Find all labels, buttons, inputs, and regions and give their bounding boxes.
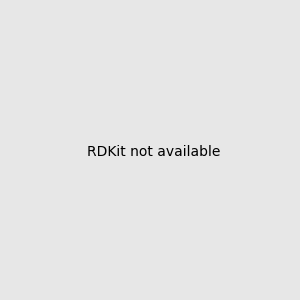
- Text: RDKit not available: RDKit not available: [87, 145, 220, 158]
